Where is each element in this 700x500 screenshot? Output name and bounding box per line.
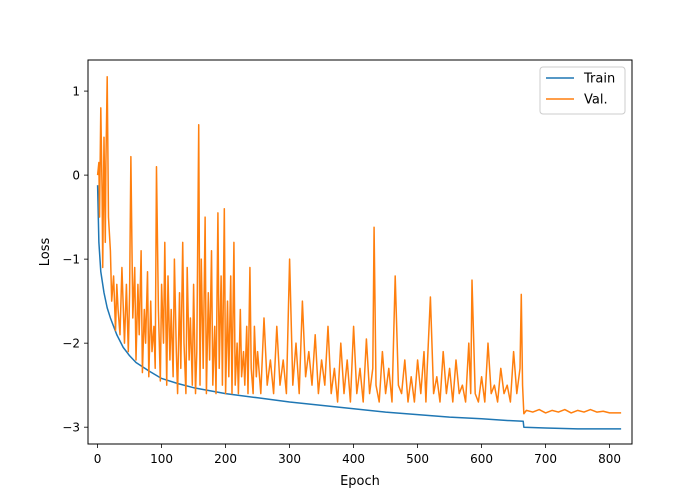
series-line-val bbox=[96, 76, 622, 415]
y-tick-label: −3 bbox=[62, 421, 80, 435]
x-tick-label: 400 bbox=[342, 452, 365, 466]
x-tick-label: 300 bbox=[278, 452, 301, 466]
plot-frame bbox=[87, 59, 633, 445]
y-tick-label: −2 bbox=[62, 337, 80, 351]
x-axis-label: Epoch bbox=[340, 474, 380, 489]
legend-label-train: Train bbox=[583, 72, 615, 87]
x-tick-label: 100 bbox=[150, 452, 173, 466]
x-tick-label: 700 bbox=[534, 452, 557, 466]
series-line-train bbox=[96, 185, 622, 430]
x-tick-label: 200 bbox=[214, 452, 237, 466]
x-tick-label: 500 bbox=[406, 452, 429, 466]
y-tick-label: −1 bbox=[62, 253, 80, 267]
x-tick-label: 600 bbox=[470, 452, 493, 466]
series-layer bbox=[96, 76, 622, 430]
legend-label-val: Val. bbox=[584, 93, 608, 108]
y-tick-label: 1 bbox=[72, 85, 80, 99]
y-tick-label: 0 bbox=[72, 169, 80, 183]
x-axis: 0 100 200 300 400 500 600 700 800 bbox=[94, 444, 621, 466]
x-tick-label: 800 bbox=[598, 452, 621, 466]
x-tick-label: 0 bbox=[94, 452, 102, 466]
legend: Train Val. bbox=[539, 66, 626, 115]
y-axis: −3 −2 −1 0 1 bbox=[62, 85, 88, 435]
y-axis-label: Loss bbox=[38, 238, 53, 267]
